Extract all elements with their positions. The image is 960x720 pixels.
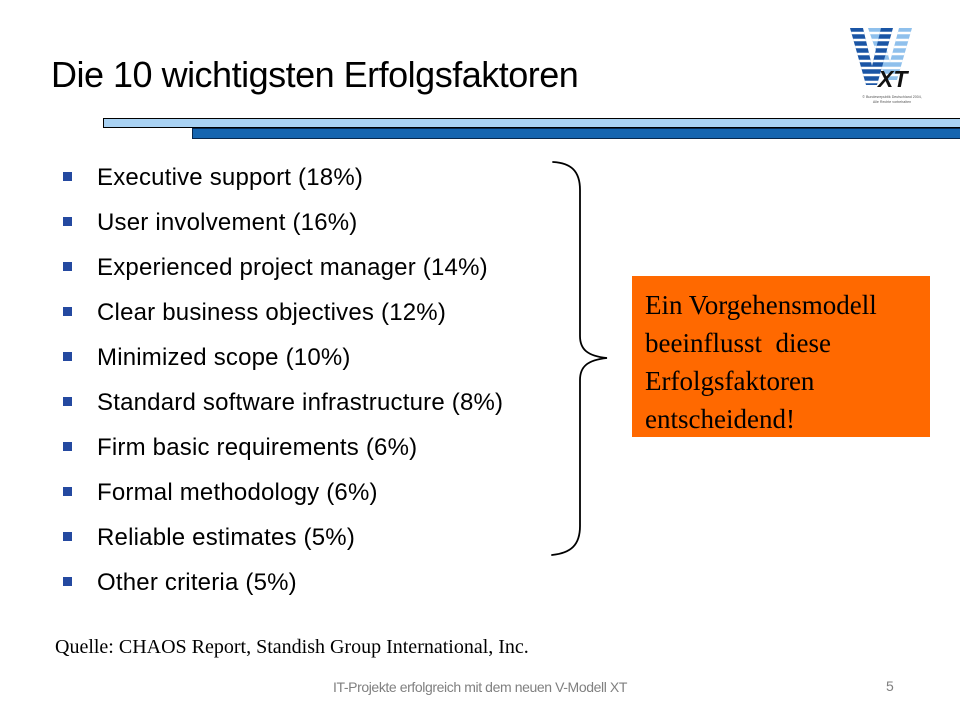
callout-line: Ein Vorgehensmodell	[645, 290, 877, 320]
callout-line: entscheidend!	[645, 404, 795, 434]
list-item-label: Standard software infrastructure (8%)	[97, 389, 504, 416]
list-item: User involvement (16%)	[63, 208, 583, 253]
footer-title: IT-Projekte erfolgreich mit dem neuen V-…	[333, 679, 627, 695]
list-item-label: Other criteria (5%)	[97, 569, 297, 596]
list-item-label: Clear business objectives (12%)	[97, 299, 447, 326]
curly-brace-icon	[551, 161, 608, 556]
header-bar-light	[103, 118, 960, 128]
v-modell-xt-logo: XT © Bundesrepublik Deutschland 2004, Al…	[850, 28, 922, 104]
callout-line: beeinflusst diese	[645, 328, 831, 358]
list-item: Firm basic requirements (6%)	[63, 433, 583, 478]
callout-line: Erfolgsfaktoren	[645, 366, 815, 396]
list-item-label: Formal methodology (6%)	[97, 479, 378, 506]
list-item: Minimized scope (10%)	[63, 343, 583, 388]
list-item: Experienced project manager (14%)	[63, 253, 583, 298]
bullet-square-icon	[63, 217, 72, 226]
list-item: Formal methodology (6%)	[63, 478, 583, 523]
list-item: Reliable estimates (5%)	[63, 523, 583, 568]
header-bar-dark	[192, 128, 960, 139]
list-item: Standard software infrastructure (8%)	[63, 388, 583, 433]
bullet-square-icon	[63, 352, 72, 361]
list-item-label: Firm basic requirements (6%)	[97, 434, 418, 461]
list-item-label: Executive support (18%)	[97, 164, 364, 191]
bullet-square-icon	[63, 577, 72, 586]
bullet-square-icon	[63, 532, 72, 541]
list-item: Other criteria (5%)	[63, 568, 583, 613]
logo-copyright-line1: © Bundesrepublik Deutschland 2004,	[862, 95, 921, 99]
success-factor-list: Executive support (18%) User involvement…	[63, 163, 583, 613]
slide-title: Die 10 wichtigsten Erfolgsfaktoren	[51, 54, 579, 95]
bullet-square-icon	[63, 307, 72, 316]
list-item-label: User involvement (16%)	[97, 209, 358, 236]
list-item: Clear business objectives (12%)	[63, 298, 583, 343]
list-item-label: Experienced project manager (14%)	[97, 254, 488, 281]
list-item-label: Reliable estimates (5%)	[97, 524, 356, 551]
bullet-square-icon	[63, 442, 72, 451]
source-note: Quelle: CHAOS Report, Standish Group Int…	[55, 636, 529, 658]
page-number: 5	[886, 678, 894, 694]
bullet-square-icon	[63, 262, 72, 271]
bullet-square-icon	[63, 487, 72, 496]
bullet-square-icon	[63, 397, 72, 406]
logo-xt-label: XT	[876, 66, 909, 92]
logo-copyright-line2: Alle Rechte vorbehalten	[873, 100, 911, 104]
list-item: Executive support (18%)	[63, 163, 583, 208]
bullet-square-icon	[63, 172, 72, 181]
list-item-label: Minimized scope (10%)	[97, 344, 351, 371]
callout-box: Ein Vorgehensmodell beeinflusst diese Er…	[632, 276, 930, 437]
